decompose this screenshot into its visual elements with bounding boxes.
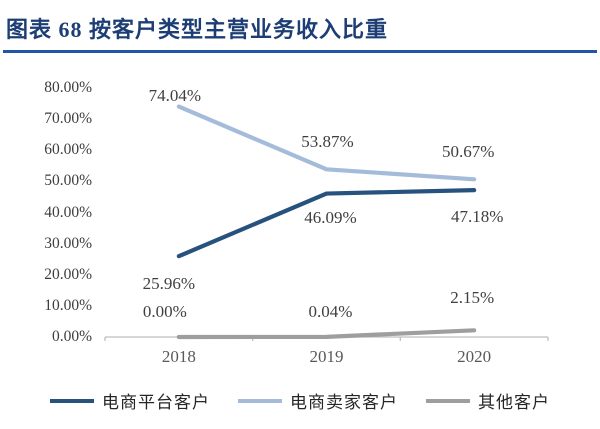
legend-item-0: 电商平台客户 (50, 388, 210, 413)
figure-header: 图表 68 按客户类型主营业务收入比重 (0, 8, 600, 53)
y-axis-label: 40.00% (44, 203, 92, 221)
data-label-series-2: 0.00% (142, 302, 187, 321)
legend-label: 电商平台客户 (102, 393, 210, 412)
data-label-series-1: 74.04% (148, 85, 202, 105)
legend-swatch-icon (50, 398, 94, 403)
y-axis-label: 10.00% (44, 296, 92, 314)
legend-item-2: 其他客户 (426, 388, 550, 413)
chart-legend: 电商平台客户 电商卖家客户 其他客户 (0, 388, 600, 413)
data-label-series-0: 46.09% (304, 207, 357, 227)
data-label-series-0: 25.96% (142, 274, 196, 294)
legend-label: 电商卖家客户 (290, 393, 398, 412)
data-label-series-2: 2.15% (450, 288, 495, 308)
legend-swatch-icon (426, 398, 470, 403)
data-label-series-1: 50.67% (441, 142, 495, 162)
x-axis-label: 2019 (309, 347, 344, 366)
legend-swatch-icon (238, 398, 282, 403)
legend-label: 其他客户 (478, 393, 550, 412)
y-axis-label: 20.00% (44, 265, 92, 283)
series-line-2 (176, 328, 477, 340)
y-axis-label: 50.00% (44, 172, 92, 190)
legend-item-1: 电商卖家客户 (238, 388, 398, 413)
data-label-series-0: 47.18% (450, 207, 504, 227)
figure-title: 图表 68 按客户类型主营业务收入比重 (6, 17, 389, 42)
x-axis-label: 2020 (457, 347, 492, 366)
data-label-series-1: 53.87% (301, 132, 354, 152)
y-axis-label: 70.00% (44, 110, 92, 128)
data-label-series-2: 0.04% (308, 301, 353, 321)
y-axis-label: 80.00% (44, 79, 92, 96)
series-line-1 (176, 104, 477, 182)
x-axis-label: 2018 (161, 347, 196, 366)
title-underline (3, 50, 597, 53)
y-axis-label: 0.00% (51, 328, 92, 345)
y-axis-label: 60.00% (44, 141, 92, 159)
y-axis-label: 30.00% (44, 234, 92, 252)
series-line-0 (176, 188, 477, 259)
